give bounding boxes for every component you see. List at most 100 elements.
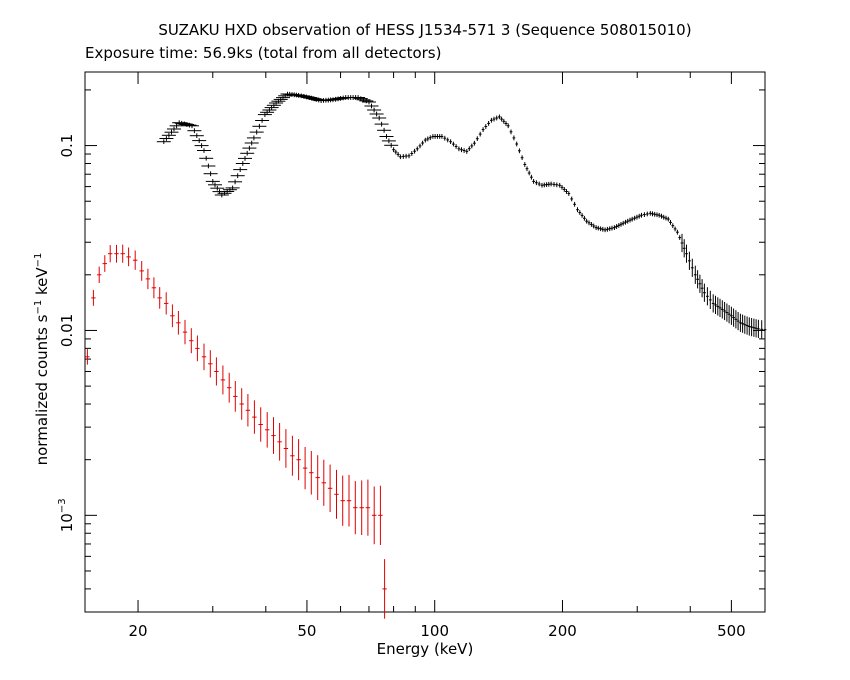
data-point bbox=[220, 365, 226, 395]
data-point bbox=[763, 320, 767, 339]
data-point bbox=[576, 207, 579, 213]
data-point bbox=[426, 136, 430, 142]
data-point bbox=[711, 294, 715, 313]
x-axis-label: Energy (keV) bbox=[376, 640, 474, 658]
data-point bbox=[114, 244, 119, 263]
data-point bbox=[384, 142, 399, 148]
data-point bbox=[706, 287, 709, 306]
data-point bbox=[490, 117, 493, 123]
data-point bbox=[214, 357, 219, 386]
data-point bbox=[255, 118, 270, 123]
data-point bbox=[603, 227, 607, 233]
data-point bbox=[662, 214, 666, 220]
data-point bbox=[102, 255, 107, 272]
data-point bbox=[621, 220, 625, 226]
data-point bbox=[617, 223, 621, 228]
data-point bbox=[421, 140, 424, 146]
data-point bbox=[139, 261, 144, 281]
data-point bbox=[194, 143, 209, 148]
data-point bbox=[592, 223, 596, 229]
data-point bbox=[249, 129, 264, 135]
data-point bbox=[240, 150, 255, 156]
data-point bbox=[492, 116, 496, 122]
data-point bbox=[296, 439, 301, 481]
data-series bbox=[85, 91, 767, 619]
data-point bbox=[394, 149, 398, 155]
data-point bbox=[727, 305, 731, 324]
data-point bbox=[465, 149, 469, 154]
data-point bbox=[518, 148, 521, 154]
data-point bbox=[757, 319, 760, 338]
data-point bbox=[567, 191, 571, 196]
data-point bbox=[730, 306, 733, 325]
data-point bbox=[423, 137, 427, 143]
data-point bbox=[750, 318, 753, 337]
data-point bbox=[367, 107, 382, 113]
data-point bbox=[372, 115, 387, 121]
data-point bbox=[164, 292, 169, 315]
data-point bbox=[676, 229, 679, 235]
data-point bbox=[752, 318, 756, 337]
data-point bbox=[685, 244, 688, 263]
data-point bbox=[210, 185, 225, 191]
data-point bbox=[626, 218, 630, 224]
data-point bbox=[619, 222, 623, 227]
data-point bbox=[415, 146, 419, 152]
data-point bbox=[170, 304, 175, 328]
data-point bbox=[230, 173, 245, 179]
data-point bbox=[515, 141, 519, 147]
data-point bbox=[708, 290, 712, 309]
data-point bbox=[208, 182, 222, 188]
data-point bbox=[145, 268, 151, 290]
data-point bbox=[509, 129, 513, 135]
data-point bbox=[615, 224, 618, 229]
data-point bbox=[657, 212, 661, 218]
y-tick-label: 0.1 bbox=[58, 134, 76, 158]
data-point bbox=[187, 128, 202, 134]
chart-subtitle: Exposure time: 56.9ks (total from all de… bbox=[85, 44, 442, 62]
data-point bbox=[262, 107, 277, 113]
plot-frame bbox=[84, 71, 766, 613]
data-point bbox=[205, 179, 220, 184]
data-point bbox=[495, 115, 499, 121]
data-point bbox=[549, 181, 553, 187]
data-point bbox=[525, 166, 529, 172]
data-point bbox=[583, 215, 586, 221]
data-point bbox=[362, 99, 376, 105]
data-point bbox=[379, 134, 394, 139]
data-point bbox=[565, 189, 568, 194]
data-point bbox=[520, 155, 524, 160]
data-point bbox=[302, 447, 308, 490]
data-point bbox=[365, 479, 371, 536]
x-tick-label: 50 bbox=[297, 622, 316, 640]
data-point bbox=[671, 223, 675, 228]
data-point bbox=[608, 226, 612, 232]
series-1 bbox=[85, 244, 387, 619]
data-point bbox=[399, 154, 402, 160]
data-point bbox=[392, 147, 395, 153]
data-point bbox=[265, 412, 270, 448]
data-point bbox=[606, 226, 609, 232]
data-point bbox=[413, 148, 416, 154]
data-point bbox=[696, 270, 699, 289]
data-point bbox=[473, 140, 476, 146]
data-point bbox=[585, 218, 588, 224]
data-point bbox=[725, 303, 729, 322]
data-point bbox=[108, 245, 113, 263]
data-point bbox=[555, 182, 559, 188]
data-point bbox=[690, 258, 694, 277]
data-point bbox=[478, 131, 482, 137]
data-point bbox=[233, 381, 238, 412]
data-point bbox=[741, 314, 744, 333]
data-point bbox=[315, 455, 320, 500]
data-point bbox=[176, 311, 181, 335]
data-point bbox=[560, 185, 564, 190]
y-tick-label: 10−3 bbox=[57, 498, 76, 532]
data-point bbox=[245, 394, 251, 427]
x-tick-label: 100 bbox=[420, 622, 449, 640]
data-point bbox=[666, 216, 670, 222]
data-point bbox=[252, 400, 257, 434]
data-point bbox=[504, 121, 508, 126]
data-point bbox=[645, 211, 649, 217]
data-point bbox=[85, 349, 90, 365]
